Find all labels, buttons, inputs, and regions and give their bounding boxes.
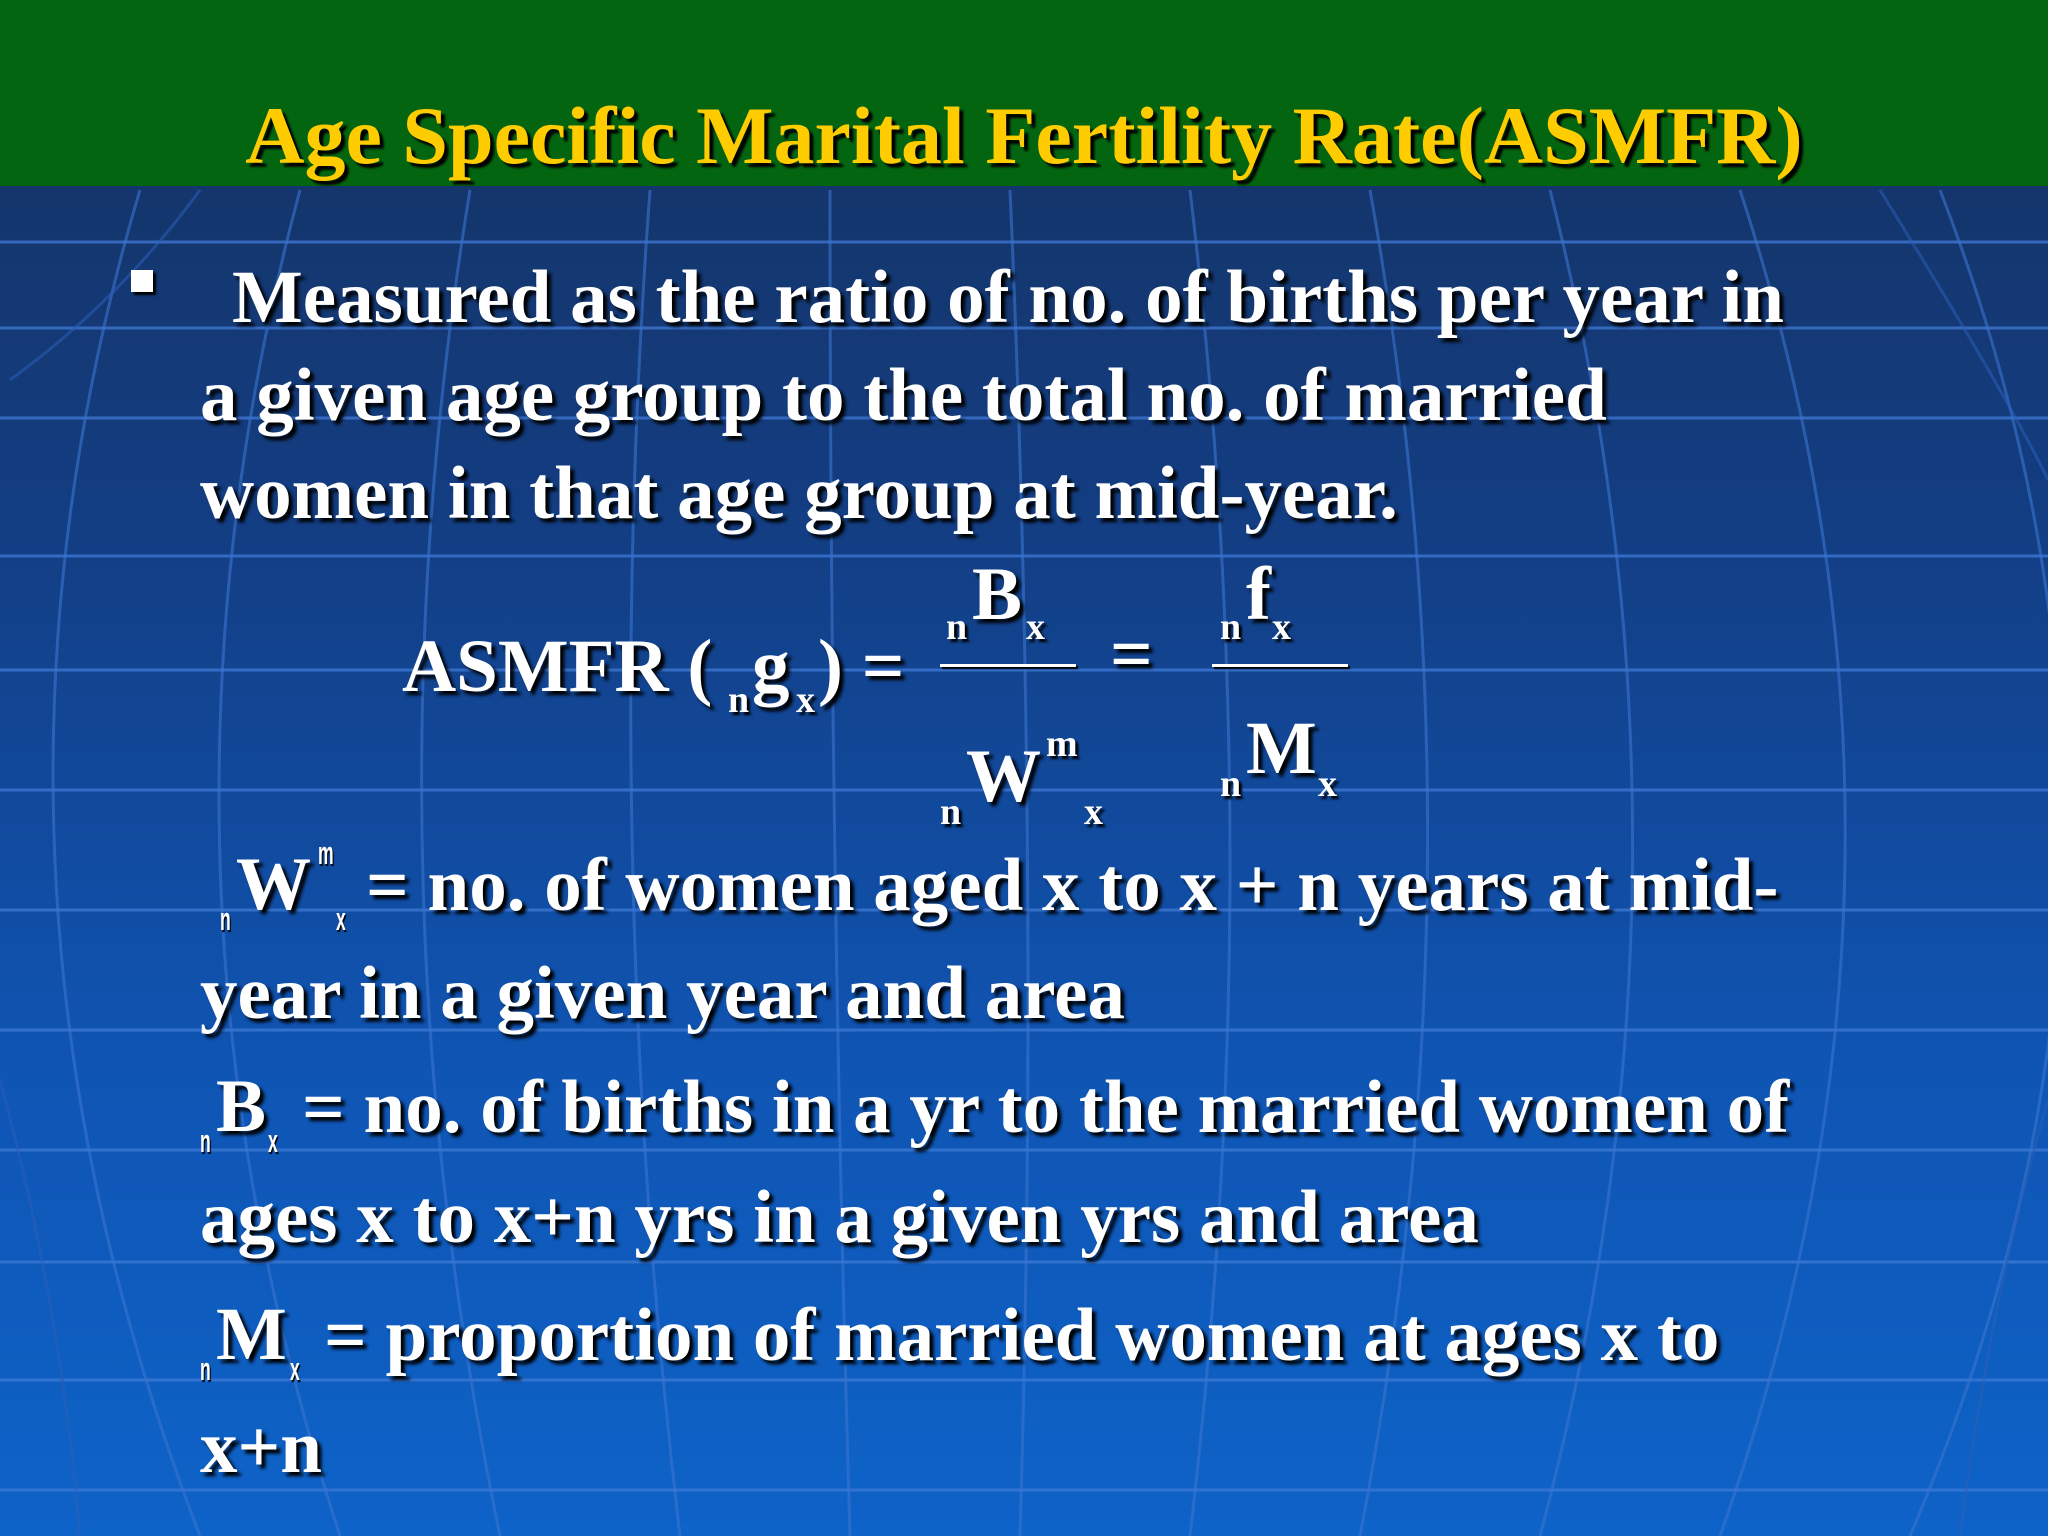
formula-lhs-sub-n: n — [728, 679, 750, 721]
denominator1-sup: m — [1046, 723, 1078, 765]
numerator1-sub: x — [1026, 606, 1045, 648]
denominator2-pre: n — [1220, 763, 1242, 805]
numerator1-main: B — [972, 553, 1023, 636]
bullet-line-3: women in that age group at mid-year. — [200, 452, 1398, 535]
denominator2-sub: x — [1318, 763, 1337, 805]
def-m-text-2: x+n — [200, 1406, 322, 1489]
formula-lhs-close: ) = — [818, 625, 905, 708]
def-w-sub: x — [336, 901, 346, 937]
def-m-main: M — [216, 1293, 287, 1376]
square-bullet-icon — [131, 270, 153, 292]
def-m-pre: n — [200, 1351, 211, 1387]
formula-lhs-sub-x: x — [796, 679, 815, 721]
numerator2-pre: n — [1220, 606, 1242, 648]
denominator1-sub: x — [1084, 791, 1103, 833]
denominator2-main: M — [1246, 707, 1317, 790]
def-w-sup: m — [318, 835, 334, 871]
def-b-main: B — [216, 1065, 267, 1148]
def-w-text-1: = no. of women aged x to x + n years at … — [366, 844, 1779, 927]
denominator1-main: W — [966, 735, 1041, 818]
def-b-text-2: ages x to x+n yrs in a given yrs and are… — [200, 1176, 1479, 1259]
def-w-pre: n — [220, 901, 231, 937]
fraction-line-2 — [1212, 664, 1348, 667]
bullet-line-2: a given age group to the total no. of ma… — [200, 354, 1607, 437]
def-w-main: W — [236, 843, 311, 926]
bullet-line-1: Measured as the ratio of no. of births p… — [232, 256, 1785, 339]
denominator1-pre: n — [940, 791, 962, 833]
def-m-text-1: = proportion of married women at ages x … — [324, 1294, 1720, 1377]
numerator2-sub: x — [1272, 606, 1291, 648]
title-bar — [0, 0, 2048, 186]
slide-title: Age Specific Marital Fertility Rate(ASMF… — [245, 90, 1803, 181]
def-b-sub: x — [268, 1123, 278, 1159]
formula-equals: = — [1110, 613, 1153, 696]
numerator2-main: f — [1246, 553, 1271, 636]
def-b-pre: n — [200, 1123, 211, 1159]
fraction-line-1 — [940, 664, 1076, 667]
numerator1-pre: n — [946, 606, 968, 648]
def-w-text-2: year in a given year and area — [200, 952, 1125, 1035]
def-b-text-1: = no. of births in a yr to the married w… — [302, 1066, 1790, 1149]
formula-lhs: ASMFR ( — [402, 625, 713, 708]
def-m-sub: x — [290, 1351, 300, 1387]
formula-lhs-g: g — [752, 625, 790, 708]
